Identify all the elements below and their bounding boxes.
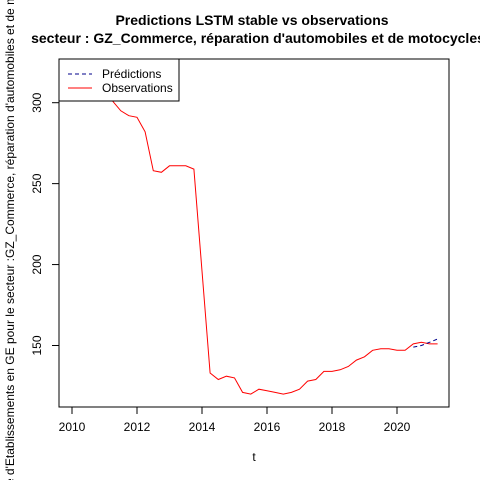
x-tick-label: 2010 <box>59 420 86 434</box>
y-tick-label: 150 <box>30 335 44 355</box>
chart-title: Predictions LSTM stable vs observations <box>115 12 388 28</box>
legend-label-predictions: Prédictions <box>102 67 161 81</box>
legend-label-observations: Observations <box>102 81 173 95</box>
legend-box <box>58 58 180 102</box>
series-line-predictions <box>413 338 438 348</box>
y-axis-label: Nombre d'Etablissements en GE pour le se… <box>3 0 17 480</box>
legend: Prédictions Observations <box>58 58 180 102</box>
x-tick-label: 2016 <box>254 420 281 434</box>
plot-frame <box>58 58 450 408</box>
y-tick-label: 200 <box>30 254 44 274</box>
y-tick-label: 250 <box>30 173 44 193</box>
y-axis: 150 200 250 300 <box>30 92 60 356</box>
chart-subtitle: secteur : GZ_Commerce, réparation d'auto… <box>31 30 480 46</box>
x-tick-label: 2014 <box>189 420 216 434</box>
x-axis: 2010 2012 2014 2016 2018 2020 <box>59 406 411 434</box>
x-axis-label: t <box>252 450 256 464</box>
x-tick-label: 2018 <box>319 420 346 434</box>
x-tick-label: 2012 <box>124 420 151 434</box>
y-tick-label: 300 <box>30 92 44 112</box>
series-line-observations <box>104 94 438 395</box>
x-tick-label: 2020 <box>384 420 411 434</box>
series-layer <box>104 94 438 395</box>
